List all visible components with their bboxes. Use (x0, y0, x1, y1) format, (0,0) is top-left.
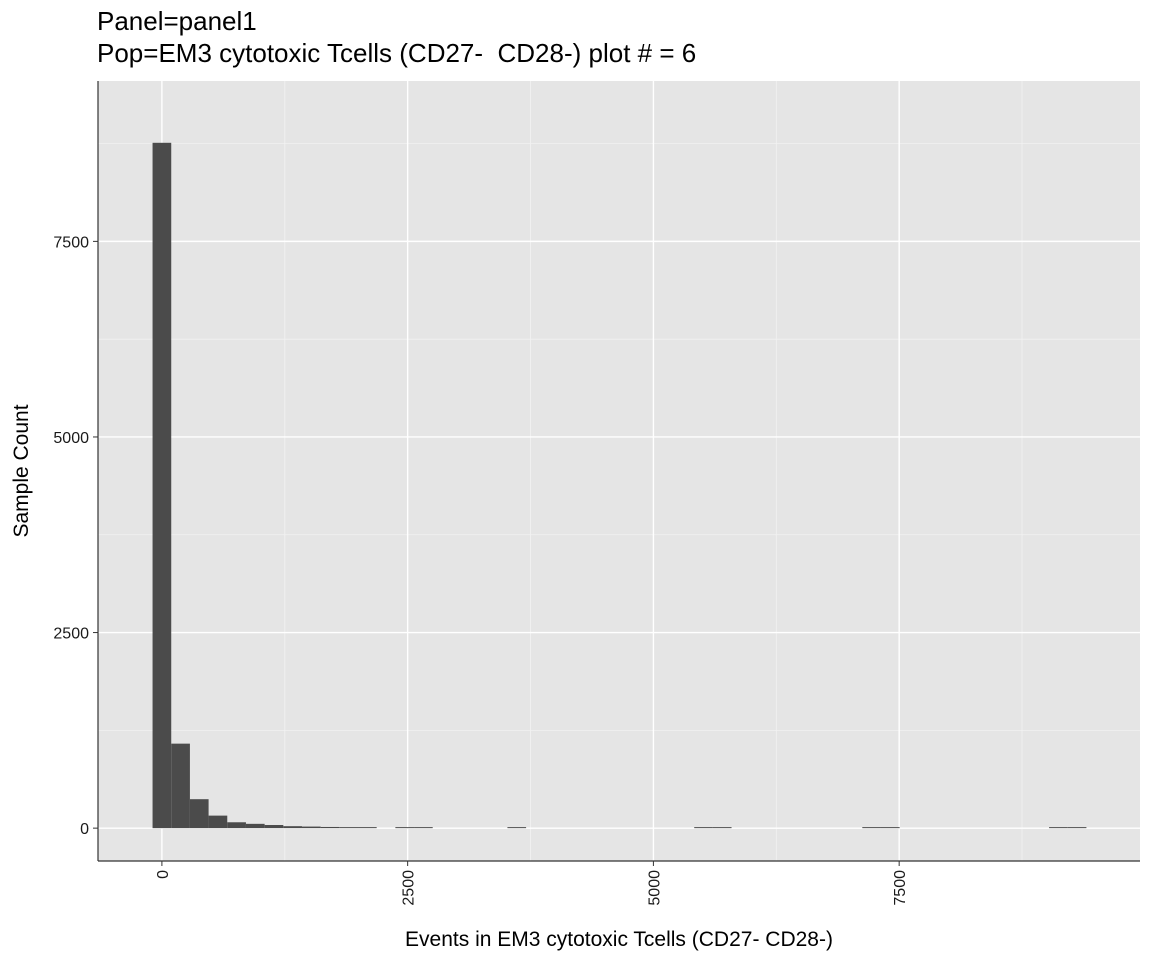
histogram-bar (264, 825, 284, 829)
x-axis-title: Events in EM3 cytotoxic Tcells (CD27- CD… (405, 928, 833, 951)
chart-subtitle: Pop=EM3 cytotoxic Tcells (CD27- CD28-) p… (97, 38, 697, 68)
histogram-bar (245, 823, 265, 829)
y-tick-label: 0 (80, 821, 89, 838)
histogram-bar (414, 827, 433, 829)
histogram-bar (339, 827, 359, 829)
y-tick-label: 2500 (53, 626, 89, 643)
axes: 0 2500 5000 7500 0 2500 5000 7500 (53, 81, 1140, 906)
histogram-bar (171, 743, 190, 829)
histogram-bar (712, 827, 732, 829)
plot-panel (98, 81, 1140, 861)
y-axis-title: Sample Count (10, 404, 33, 537)
histogram-bar (862, 827, 881, 829)
histogram-bar (320, 826, 340, 829)
chart-title: Panel=panel1 (97, 6, 257, 36)
y-tick-label: 5000 (53, 430, 89, 447)
histogram-bar (507, 827, 527, 829)
x-tick-label: 7500 (892, 870, 909, 906)
histogram-bar (694, 827, 713, 829)
histogram-bar (358, 827, 377, 829)
x-tick-label: 0 (155, 870, 172, 879)
y-tick-label: 7500 (53, 234, 89, 251)
histogram-bar (1067, 827, 1087, 829)
histogram-bar (301, 826, 321, 829)
histogram-bars (152, 142, 1087, 829)
histogram-bar (208, 815, 228, 829)
x-tick-label: 5000 (646, 870, 663, 906)
histogram-bar (395, 827, 415, 829)
histogram-bar (152, 142, 172, 829)
histogram-bar (283, 826, 302, 829)
histogram-bar (227, 822, 246, 829)
histogram-bar (189, 799, 209, 829)
histogram-bar (880, 827, 900, 829)
histogram-bar (1049, 827, 1068, 829)
grid-lines (98, 81, 1140, 861)
x-tick-label: 2500 (401, 870, 418, 906)
